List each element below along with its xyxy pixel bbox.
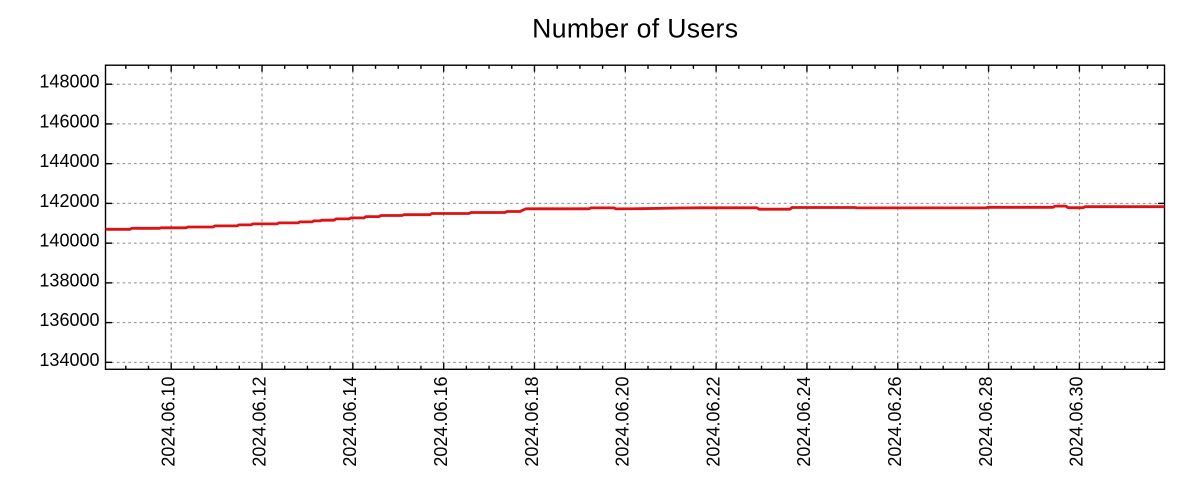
svg-text:148000: 148000: [39, 72, 99, 92]
svg-text:142000: 142000: [39, 191, 99, 211]
svg-text:138000: 138000: [39, 270, 99, 290]
svg-text:146000: 146000: [39, 111, 99, 131]
svg-text:136000: 136000: [39, 310, 99, 330]
svg-text:2024.06.16: 2024.06.16: [431, 377, 451, 467]
svg-text:2024.06.18: 2024.06.18: [522, 377, 542, 467]
svg-text:2024.06.12: 2024.06.12: [249, 377, 269, 467]
svg-text:2024.06.24: 2024.06.24: [794, 377, 814, 467]
svg-text:140000: 140000: [39, 231, 99, 251]
svg-text:2024.06.28: 2024.06.28: [976, 377, 996, 467]
svg-text:2024.06.30: 2024.06.30: [1067, 377, 1087, 467]
svg-text:2024.06.20: 2024.06.20: [613, 377, 633, 467]
svg-text:2024.06.22: 2024.06.22: [703, 377, 723, 467]
svg-text:2024.06.26: 2024.06.26: [885, 377, 905, 467]
svg-text:144000: 144000: [39, 151, 99, 171]
svg-text:2024.06.10: 2024.06.10: [159, 377, 179, 467]
svg-text:2024.06.14: 2024.06.14: [340, 377, 360, 467]
svg-text:Number of Users: Number of Users: [532, 14, 738, 44]
svg-text:134000: 134000: [39, 350, 99, 370]
